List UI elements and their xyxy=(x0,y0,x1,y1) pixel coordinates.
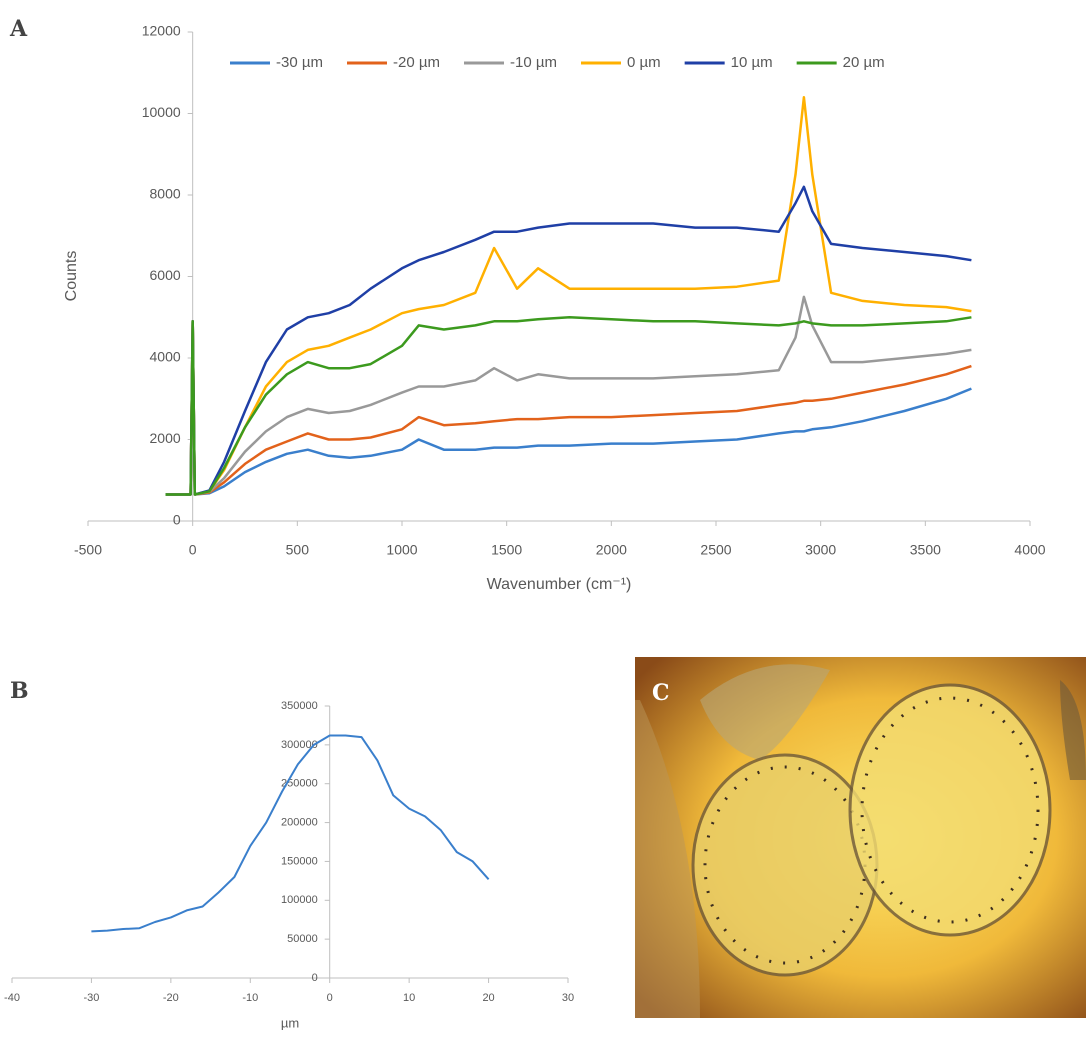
legend-label: -10 µm xyxy=(510,54,557,71)
x-tick-label: 10 xyxy=(403,992,415,1004)
y-tick-label: 4000 xyxy=(150,349,181,365)
x-tick-label: -30 xyxy=(83,992,99,1004)
panel-label: B xyxy=(10,678,29,704)
x-tick-label: 1000 xyxy=(386,542,417,558)
y-tick-label: 350000 xyxy=(281,700,318,712)
x-tick-label: 4000 xyxy=(1014,542,1045,558)
x-tick-label: 3000 xyxy=(805,542,836,558)
x-tick-label: -500 xyxy=(74,542,102,558)
legend-label: -30 µm xyxy=(276,54,323,71)
series-line xyxy=(165,320,972,496)
x-tick-label: -20 xyxy=(163,992,179,1004)
legend-label: 0 µm xyxy=(627,54,661,71)
legend-label: 20 µm xyxy=(843,54,885,71)
y-tick-label: 150000 xyxy=(281,855,318,867)
y-tick-label: 10000 xyxy=(142,104,181,120)
y-tick-label: 8000 xyxy=(150,186,181,202)
x-tick-label: 2500 xyxy=(700,542,731,558)
y-tick-label: 2000 xyxy=(150,430,181,446)
y-tick-label: 200000 xyxy=(281,816,318,828)
x-tick-label: -40 xyxy=(4,992,20,1004)
x-tick-label: 3500 xyxy=(910,542,941,558)
y-tick-label: 12000 xyxy=(142,23,181,39)
x-tick-label: 0 xyxy=(189,542,197,558)
y-tick-label: 0 xyxy=(173,512,181,528)
y-tick-label: 50000 xyxy=(287,933,318,945)
series-line xyxy=(91,734,490,933)
x-tick-label: -10 xyxy=(242,992,258,1004)
y-tick-label: 250000 xyxy=(281,778,318,790)
series-line xyxy=(165,95,972,496)
y-tick-label: 0 xyxy=(312,972,318,984)
series-line xyxy=(165,185,972,496)
y-tick-label: 6000 xyxy=(150,267,181,283)
series-line xyxy=(165,320,972,496)
legend-label: -20 µm xyxy=(393,54,440,71)
series-line xyxy=(165,316,972,496)
x-axis-title: Wavenumber (cm⁻¹) xyxy=(487,576,632,593)
y-tick-label: 100000 xyxy=(281,894,318,906)
x-axis-title: µm xyxy=(281,1015,299,1030)
x-tick-label: 2000 xyxy=(596,542,627,558)
x-tick-label: 500 xyxy=(286,542,310,558)
y-tick-label: 300000 xyxy=(281,739,318,751)
x-tick-label: 30 xyxy=(562,992,574,1004)
y-axis-title: Counts xyxy=(63,251,80,302)
micrograph xyxy=(635,657,1086,1018)
panel-label: C xyxy=(652,680,670,706)
legend-label: 10 µm xyxy=(731,54,773,71)
series-line xyxy=(165,295,972,496)
x-tick-label: 20 xyxy=(482,992,494,1004)
x-tick-label: 1500 xyxy=(491,542,522,558)
x-tick-label: 0 xyxy=(327,992,333,1004)
panel-label: A xyxy=(9,16,28,42)
